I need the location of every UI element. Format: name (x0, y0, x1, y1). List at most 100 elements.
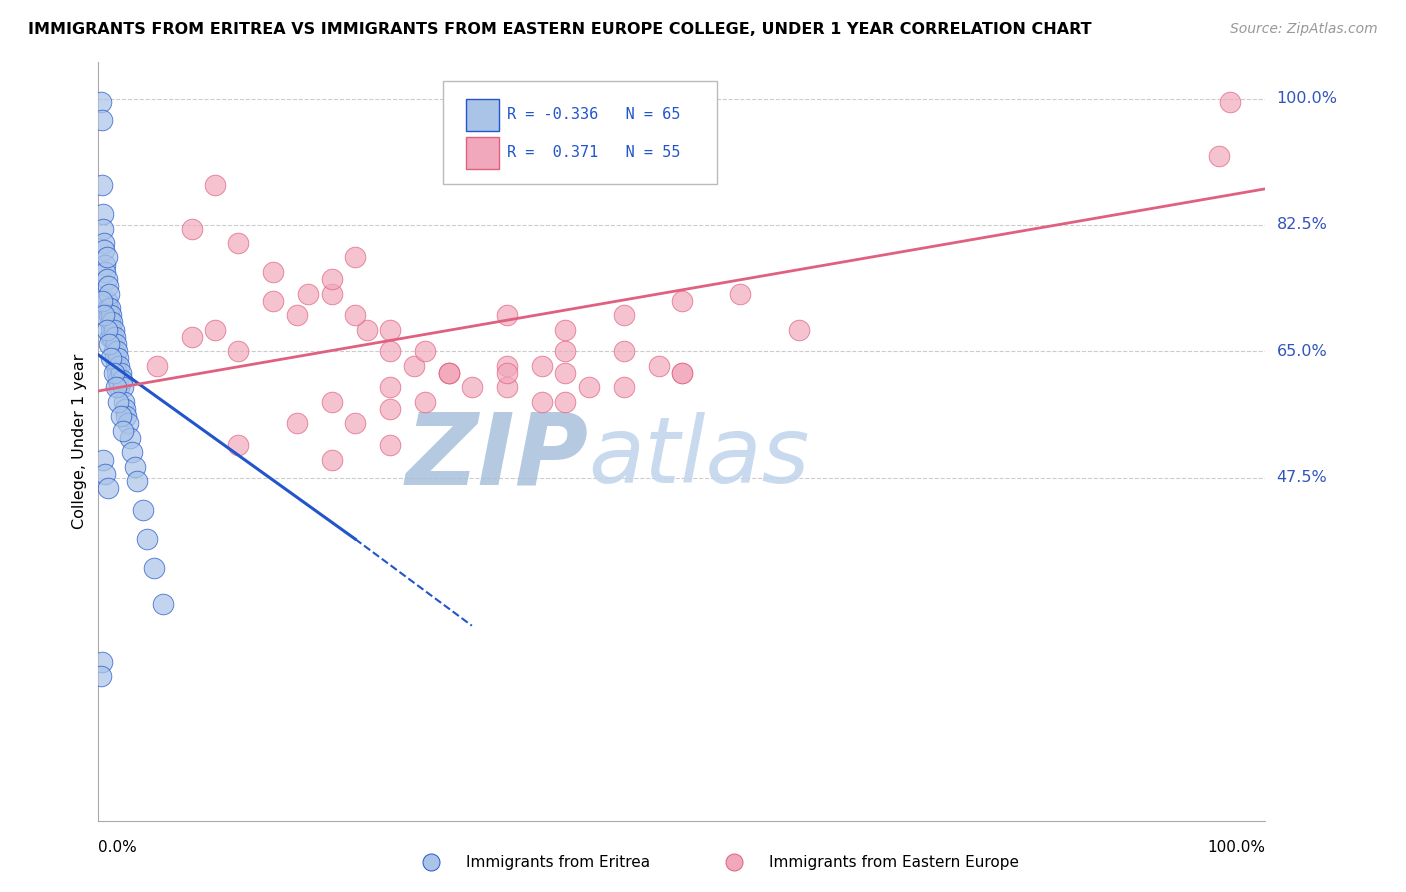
Point (125, 475, 148, 489)
Point (103, 366, 125, 380)
Point (285, 308, 308, 322)
Point (97, 301, 120, 315)
Point (554, 344, 576, 359)
Point (285, 417, 308, 431)
Point (380, 323, 402, 337)
Point (93, 235, 115, 250)
Point (103, 323, 125, 337)
Point (356, 323, 378, 337)
Point (96, 251, 118, 265)
Point (496, 366, 519, 380)
Point (97, 337, 120, 351)
Point (90, 178, 112, 193)
Point (91, 452, 114, 467)
Point (613, 344, 636, 359)
Point (103, 344, 125, 359)
Point (420, 854, 443, 868)
Point (1219, 95, 1241, 110)
Point (114, 402, 136, 417)
Point (554, 366, 576, 380)
Point (90, 95, 112, 110)
Point (204, 323, 226, 337)
Point (132, 503, 155, 517)
Text: 100.0%: 100.0% (1208, 839, 1265, 855)
Text: ZIP: ZIP (405, 409, 589, 505)
Point (787, 323, 810, 337)
Point (647, 359, 669, 373)
Point (152, 597, 174, 611)
Text: 100.0%: 100.0% (1277, 91, 1337, 106)
Point (380, 380, 402, 394)
Text: 82.5%: 82.5% (1277, 218, 1327, 233)
Point (107, 373, 129, 387)
Point (321, 452, 343, 467)
Point (380, 402, 402, 417)
Point (107, 394, 129, 409)
Point (118, 431, 141, 445)
Point (117, 417, 139, 431)
Point (437, 366, 460, 380)
Point (90, 669, 112, 683)
Point (111, 373, 134, 387)
Point (344, 417, 367, 431)
Point (91, 221, 114, 235)
Point (380, 438, 402, 452)
Point (104, 330, 127, 344)
Point (613, 308, 636, 322)
Point (136, 532, 159, 546)
Point (204, 178, 226, 193)
Point (101, 330, 124, 344)
Text: Immigrants from Eritrea: Immigrants from Eritrea (465, 855, 650, 870)
Point (496, 308, 519, 322)
Text: atlas: atlas (589, 412, 810, 501)
Point (730, 286, 752, 301)
Point (98, 301, 121, 315)
Point (107, 351, 129, 366)
Text: IMMIGRANTS FROM ERITREA VS IMMIGRANTS FROM EASTERN EUROPE COLLEGE, UNDER 1 YEAR : IMMIGRANTS FROM ERITREA VS IMMIGRANTS FR… (28, 22, 1091, 37)
Point (124, 459, 146, 474)
Point (97, 482, 120, 496)
Point (93, 243, 115, 257)
Point (344, 251, 367, 265)
Point (262, 265, 284, 279)
Y-axis label: College, Under 1 year: College, Under 1 year (72, 354, 87, 529)
Point (461, 380, 484, 394)
Text: 65.0%: 65.0% (1277, 343, 1327, 359)
Point (554, 323, 576, 337)
Point (413, 394, 436, 409)
Point (104, 337, 127, 351)
Point (671, 366, 693, 380)
Point (496, 359, 519, 373)
Point (108, 359, 131, 373)
Point (402, 359, 425, 373)
Point (262, 293, 284, 308)
Point (180, 221, 202, 235)
Point (413, 344, 436, 359)
Point (101, 315, 124, 329)
Point (100, 323, 122, 337)
Point (94, 467, 117, 481)
Point (94, 258, 117, 272)
Point (228, 438, 250, 452)
Point (111, 424, 134, 438)
FancyBboxPatch shape (443, 81, 717, 184)
Point (98, 315, 121, 329)
Text: Source: ZipAtlas.com: Source: ZipAtlas.com (1230, 22, 1378, 37)
Point (228, 344, 250, 359)
Point (180, 330, 202, 344)
Point (97, 286, 120, 301)
Point (110, 409, 132, 424)
Point (115, 409, 138, 424)
Text: 0.0%: 0.0% (98, 839, 138, 855)
Point (108, 380, 131, 394)
Point (297, 286, 319, 301)
Point (530, 359, 553, 373)
Point (437, 366, 460, 380)
Text: R = -0.336   N = 65: R = -0.336 N = 65 (508, 107, 681, 122)
Point (97, 279, 120, 293)
Point (380, 344, 402, 359)
Point (104, 351, 127, 366)
Point (146, 359, 169, 373)
Point (321, 286, 343, 301)
Point (496, 380, 519, 394)
